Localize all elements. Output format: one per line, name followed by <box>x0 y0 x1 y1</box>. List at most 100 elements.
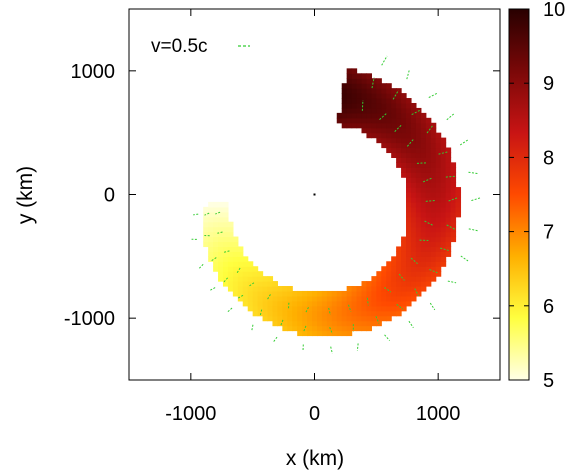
heatmap-cell <box>287 295 293 302</box>
heatmap-cell <box>307 320 313 327</box>
heatmap-cell <box>316 300 323 307</box>
heatmap-cell <box>371 132 377 139</box>
velocity-arrow <box>440 247 449 251</box>
heatmap-cell <box>396 132 402 139</box>
heatmap-cell <box>435 246 442 252</box>
heatmap-cell <box>430 182 437 188</box>
heatmap-cell <box>420 211 427 218</box>
heatmap-cell <box>445 206 452 213</box>
heatmap-cell <box>361 88 368 94</box>
heatmap-cell <box>381 300 387 307</box>
heatmap-cell <box>445 211 452 218</box>
heatmap-cell <box>410 261 417 267</box>
heatmap-cell <box>326 305 333 312</box>
heatmap-cell <box>203 221 209 228</box>
heatmap-cell <box>406 271 412 277</box>
heatmap-cell <box>401 290 407 297</box>
heatmap-cell <box>287 305 293 312</box>
heatmap-cell <box>227 251 234 257</box>
heatmap-cell <box>302 305 308 312</box>
heatmap-cell <box>371 300 377 307</box>
heatmap-cell <box>351 68 358 74</box>
heatmap-cell <box>351 88 358 94</box>
heatmap-cell <box>386 315 392 322</box>
velocity-arrow <box>223 250 230 253</box>
heatmap-cell <box>401 266 407 272</box>
heatmap-cell <box>341 300 348 307</box>
heatmap-cell <box>376 132 382 139</box>
heatmap-cell <box>312 320 318 327</box>
heatmap-cell <box>321 330 328 337</box>
heatmap-cell <box>415 147 422 154</box>
heatmap-cell <box>415 281 422 287</box>
heatmap-cell <box>213 206 219 213</box>
heatmap-cell <box>391 117 397 124</box>
heatmap-cell <box>410 162 417 168</box>
heatmap-cell <box>237 295 244 302</box>
heatmap-cell <box>252 300 259 307</box>
heatmap-cell <box>445 201 452 208</box>
heatmap-cell <box>455 206 462 213</box>
heatmap-cell <box>440 226 447 233</box>
heatmap-cell <box>262 281 269 287</box>
heatmap-cell <box>415 226 422 233</box>
heatmap-cell <box>406 117 412 124</box>
heatmap-cell <box>430 226 437 233</box>
velocity-arrow <box>366 297 369 306</box>
heatmap-cell <box>386 266 392 272</box>
heatmap-cell <box>208 256 214 262</box>
heatmap-cell <box>445 177 452 183</box>
heatmap-cell <box>445 251 452 257</box>
x-tick-label: 1000 <box>416 403 461 425</box>
heatmap-cell <box>440 256 447 262</box>
velocity-arrow <box>414 288 419 297</box>
heatmap-cell <box>218 246 224 252</box>
heatmap-cell <box>430 261 437 267</box>
heatmap-cell <box>430 271 437 277</box>
heatmap-cell <box>247 266 254 272</box>
heatmap-cell <box>435 271 442 277</box>
heatmap-cell <box>356 305 363 312</box>
heatmap-cell <box>415 132 422 139</box>
heatmap-cell <box>406 261 412 267</box>
heatmap-cell <box>386 102 392 109</box>
heatmap-cell <box>346 295 353 302</box>
x-tick-label: 0 <box>309 403 320 425</box>
heatmap-cell <box>346 88 353 94</box>
velocity-arrow <box>272 336 278 343</box>
heatmap-cell <box>222 216 229 223</box>
heatmap-cell <box>213 201 219 208</box>
heatmap-cell <box>415 290 422 297</box>
heatmap-cell <box>366 310 372 317</box>
heatmap-cell <box>396 112 402 119</box>
heatmap-cell <box>391 137 397 144</box>
heatmap-cell <box>326 290 333 297</box>
heatmap-cell <box>307 305 313 312</box>
heatmap-cell <box>346 117 353 124</box>
heatmap-cell <box>406 266 412 272</box>
colorbar-tick-label: 7 <box>543 222 554 244</box>
velocity-arrow <box>446 112 455 121</box>
heatmap-cell <box>361 117 368 124</box>
heatmap-cell <box>272 310 278 317</box>
heatmap-cell <box>351 320 358 327</box>
heatmap-cell <box>410 187 417 193</box>
heatmap-cell <box>435 221 442 228</box>
heatmap-cell <box>396 93 402 99</box>
heatmap-cell <box>351 286 358 292</box>
heatmap-cell <box>406 167 412 173</box>
heatmap-cell <box>307 300 313 307</box>
heatmap-cell <box>237 271 244 277</box>
heatmap-cell <box>341 295 348 302</box>
heatmap-cell <box>386 295 392 302</box>
heatmap-cell <box>326 300 333 307</box>
heatmap-cell <box>297 315 303 322</box>
heatmap-cell <box>415 221 422 228</box>
heatmap-cell <box>401 300 407 307</box>
velocity-arrow <box>217 231 223 234</box>
heatmap-cell <box>376 112 382 119</box>
heatmap-cell <box>257 295 264 302</box>
heatmap-cell <box>277 320 283 327</box>
heatmap-cell <box>272 315 278 322</box>
heatmap-cell <box>401 98 407 104</box>
